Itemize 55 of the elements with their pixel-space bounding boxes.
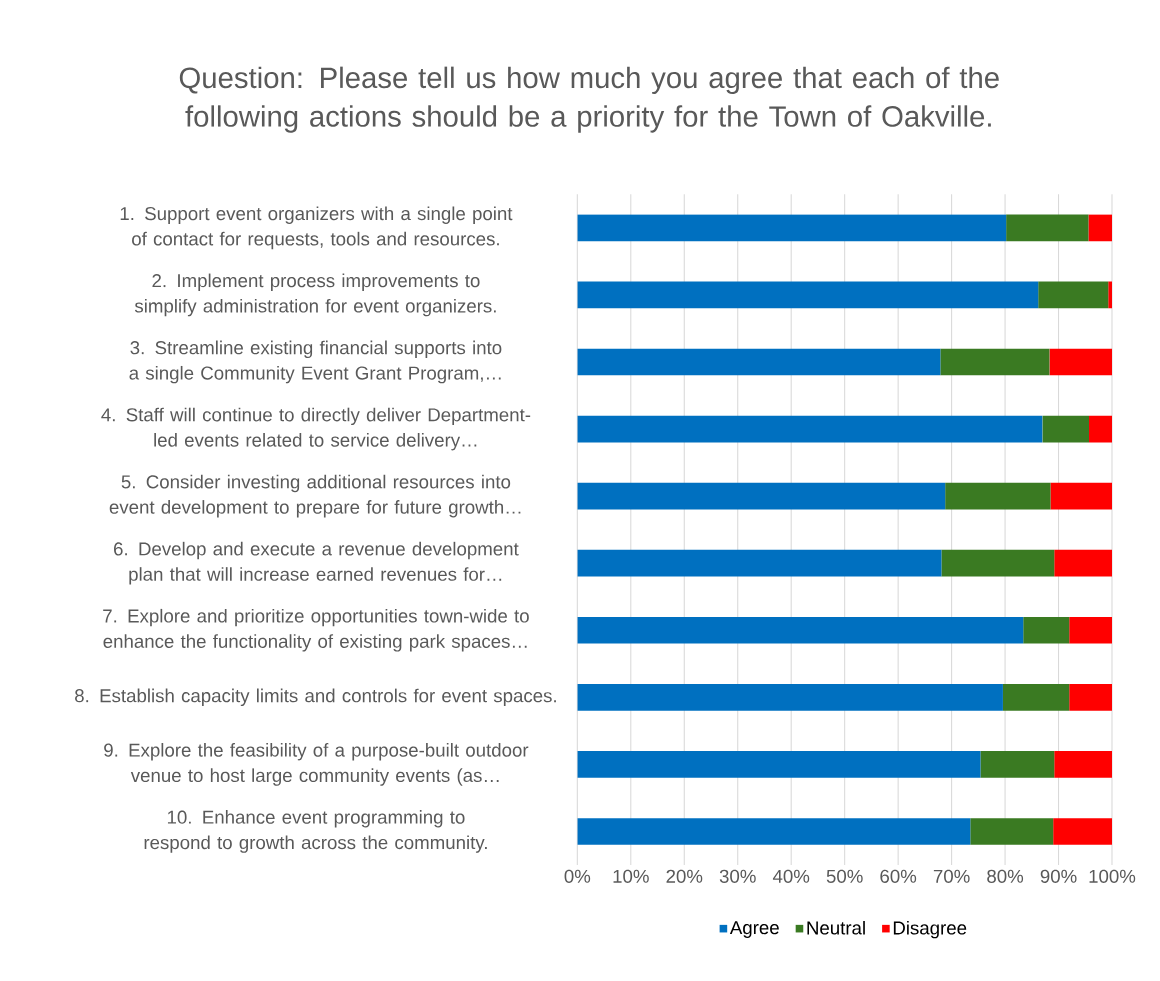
legend-label: Agree <box>729 921 779 938</box>
x-tick-label: 10% <box>613 869 649 883</box>
bar <box>1088 214 1112 242</box>
x-tick-label: 30% <box>719 869 756 883</box>
bar <box>941 549 1055 577</box>
bar <box>577 281 1039 309</box>
bar <box>1038 281 1109 309</box>
bar <box>1002 683 1070 711</box>
x-tick-label: 90% <box>1040 869 1077 883</box>
bar <box>1006 214 1089 242</box>
bar <box>1054 751 1112 778</box>
bar <box>945 482 1051 510</box>
bar <box>1108 281 1112 309</box>
bar <box>970 818 1054 845</box>
bar <box>980 751 1055 778</box>
bar <box>1069 683 1112 711</box>
x-tick-label: 20% <box>666 869 703 883</box>
bar <box>577 214 1007 242</box>
chart-title: Question: Please tell us how much you agree that each of the following actions should be a priority for the Town of Oakville. <box>179 66 999 133</box>
bar <box>1089 415 1112 443</box>
bar <box>1054 549 1112 577</box>
bar <box>577 818 971 845</box>
bar <box>1050 482 1112 510</box>
bar <box>577 616 1024 644</box>
y-tick-label: 4. Staff will continue to directly deliver Department-led events related to service delivery… <box>101 407 531 451</box>
bar <box>577 415 1043 443</box>
y-tick-label: 5. Consider investing additional resources into event development to prepare for future growth… <box>109 474 521 518</box>
legend-label: Neutral <box>807 920 865 935</box>
bar <box>577 348 941 376</box>
bar <box>1042 415 1090 443</box>
bar <box>1069 616 1112 644</box>
x-tick-label: 80% <box>987 869 1024 883</box>
y-tick-label: 6. Develop and execute a revenue development plan that will increase earned revenues for… <box>114 541 519 585</box>
y-tick-label: 1. Support event organizers with a single point of contact for requests, tools and resources. <box>120 206 513 250</box>
x-tick-label: 70% <box>933 869 970 883</box>
bar <box>577 549 942 577</box>
y-tick-label: 9. Explore the feasibility of a purpose-built outdoor venue to host large community events (as… <box>104 743 529 786</box>
x-tick-label: 40% <box>772 869 810 883</box>
bar <box>577 751 981 778</box>
x-tick-label: 0% <box>564 869 591 883</box>
x-tick-label: 60% <box>880 869 917 883</box>
y-tick-label: 8. Establish capacity limits and controls for event spaces. <box>75 688 556 707</box>
bar <box>1053 818 1112 845</box>
bar <box>940 348 1050 376</box>
bar <box>1049 348 1112 376</box>
y-tick-label: 3. Streamline existing financial supports into a single Community Event Grant Program,… <box>129 340 502 384</box>
x-tick-label: 50% <box>826 869 863 883</box>
bar <box>1023 616 1070 644</box>
y-tick-label: 7. Explore and prioritize opportunities town-wide to enhance the functionality of existing park spaces… <box>103 608 529 652</box>
y-tick-label: 2. Implement process improvements to simplify administration for event organizers. <box>134 273 496 317</box>
x-tick-label: 100% <box>1089 869 1136 883</box>
bar <box>577 683 1003 711</box>
y-tick-label: 10. Enhance event programming to respond to growth across the community. <box>144 810 487 853</box>
legend-label: Disagree <box>893 920 967 939</box>
bar <box>577 482 946 510</box>
